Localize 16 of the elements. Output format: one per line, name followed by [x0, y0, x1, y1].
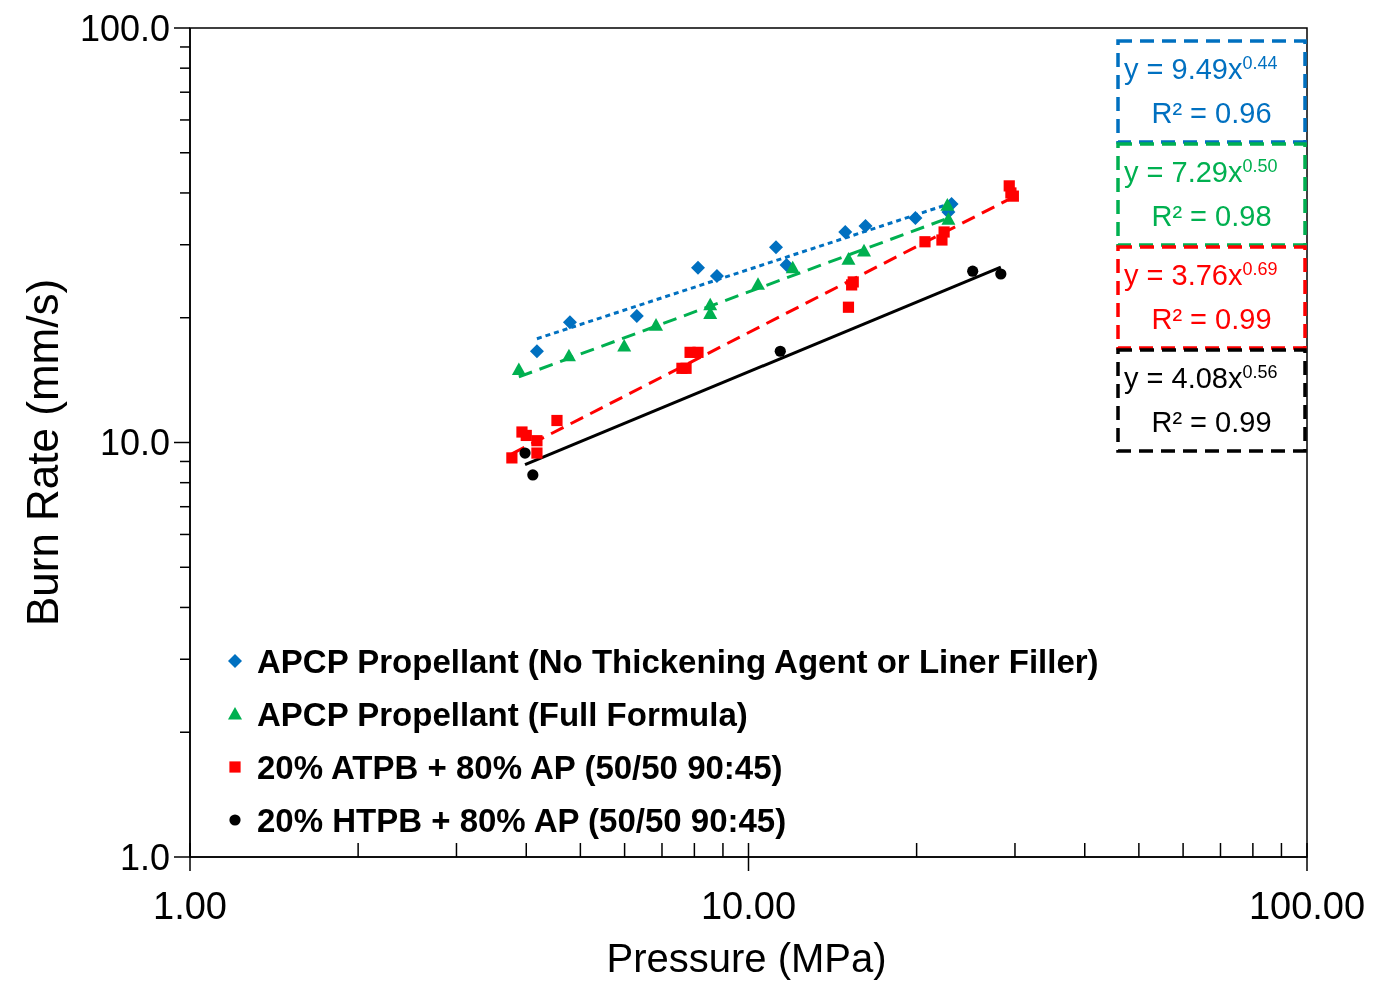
legend-label: APCP Propellant (Full Formula) [257, 695, 748, 733]
x-tick-label: 10.00 [700, 885, 797, 927]
x-axis-title: Pressure (MPa) [606, 936, 887, 980]
legend-label: APCP Propellant (No Thickening Agent or Liner Filler) [257, 642, 1099, 680]
text: y = 3.76x$^{0.69}$ R² = 0.99 [1124, 259, 1278, 335]
text: y = 4.08x$^{0.56}$ R² = 0.99 [1124, 362, 1278, 438]
legend-label: 20% ATPB + 80% AP (50/50 90:45) [257, 748, 783, 786]
y-tick-label: 1.0 [119, 836, 170, 878]
y-tick-label: 100.0 [79, 7, 170, 49]
text: y = 7.29x$^{0.50}$ R² = 0.98 [1124, 156, 1278, 232]
x-tick-label: 1.00 [153, 885, 227, 927]
x-tick-label: 100.00 [1248, 885, 1366, 927]
y-tick-label: 10.0 [99, 422, 170, 463]
y-axis-title: Burn Rate (mm/s) [18, 278, 67, 627]
legend-label: 20% HTPB + 80% AP (50/50 90:45) [257, 801, 787, 839]
text: y = 9.49x$^{0.44}$ R² = 0.96 [1124, 53, 1278, 129]
